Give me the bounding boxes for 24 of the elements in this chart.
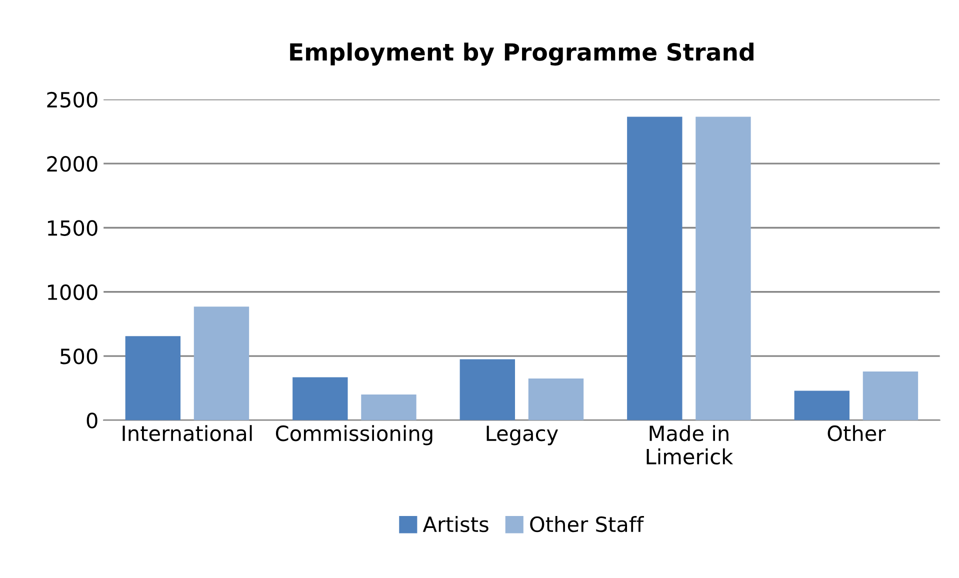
- bar: [460, 359, 516, 420]
- legend-label: Other Staff: [530, 516, 644, 532]
- y-tick-label: 2000: [47, 156, 98, 172]
- y-tick-label: 500: [60, 348, 98, 364]
- x-tick-label: Commissioning: [276, 425, 432, 446]
- bar: [292, 377, 348, 420]
- bar: [627, 116, 682, 420]
- bar: [125, 336, 181, 420]
- x-tick-label: International: [122, 425, 252, 442]
- y-tick-label: 1500: [48, 220, 98, 236]
- bar: [696, 116, 751, 420]
- bar: [528, 378, 584, 420]
- bar: [862, 371, 918, 420]
- legend-label: Artists: [422, 516, 488, 532]
- bar: [794, 390, 850, 420]
- y-tick-label: 1000: [48, 284, 98, 300]
- x-tick-label: Other: [828, 425, 886, 442]
- y-tick-label: 2500: [47, 92, 98, 108]
- x-tick-label: Legacy: [486, 426, 558, 446]
- x-tick-label: Made in Limerick: [646, 425, 734, 465]
- bar: [361, 394, 416, 420]
- chart-title: Employment by Programme Strand: [290, 42, 754, 66]
- y-tick-label: 0: [86, 412, 98, 428]
- bar: [194, 306, 250, 420]
